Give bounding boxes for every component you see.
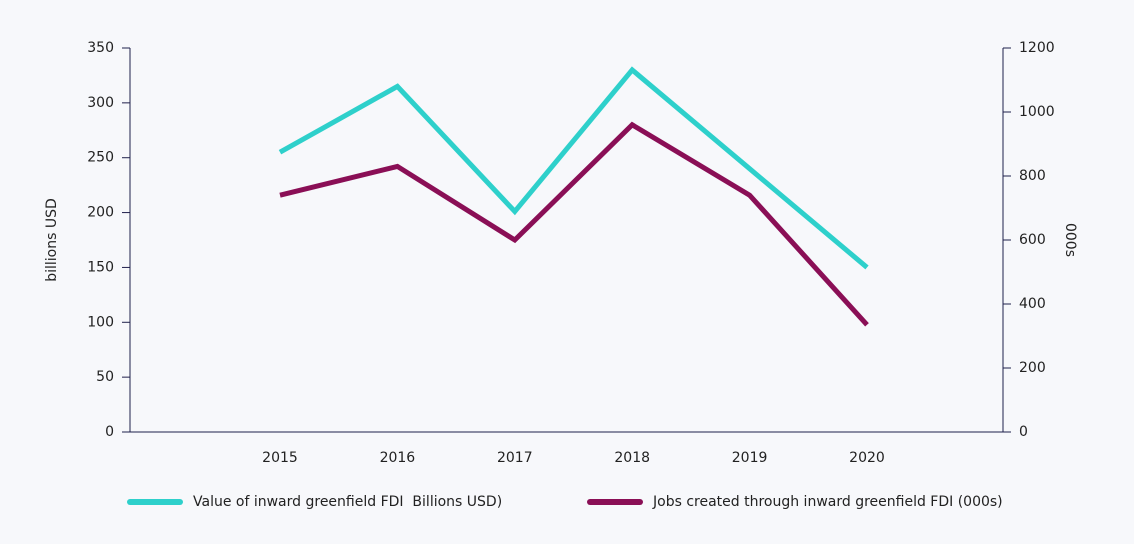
y2-tick-label: 1000 [1019,104,1055,120]
y2-tick-label: 1200 [1019,40,1055,56]
y2-tick-label: 800 [1019,168,1046,184]
x-tick-label: 2018 [614,450,650,466]
x-tick-label: 2016 [380,450,416,466]
x-tick-label: 2017 [497,450,533,466]
y-tick-label: 300 [87,95,114,111]
y2-tick-label: 600 [1019,232,1046,248]
legend-label: Jobs created through inward greenfield F… [652,494,1003,510]
y-tick-label: 100 [87,314,114,330]
x-tick-label: 2020 [849,450,885,466]
data-line [279,121,869,327]
y2-axis-label: 000s [1062,223,1078,257]
data-line [278,66,869,270]
y2-tick-label: 200 [1019,360,1046,376]
y-tick-label: 150 [87,259,114,275]
y-tick-label: 0 [105,424,114,440]
y2-tick-label: 400 [1019,296,1046,312]
y2-tick-label: 0 [1019,424,1028,440]
x-tick-label: 2019 [732,450,768,466]
y-tick-label: 50 [96,369,114,385]
legend-label: Value of inward greenfield FDI Billions … [193,494,502,510]
x-tick-label: 2015 [262,450,298,466]
y-tick-label: 350 [87,40,114,56]
y-tick-label: 250 [87,150,114,166]
y-axis-label: billions USD [44,198,60,282]
y-tick-label: 200 [87,205,114,221]
